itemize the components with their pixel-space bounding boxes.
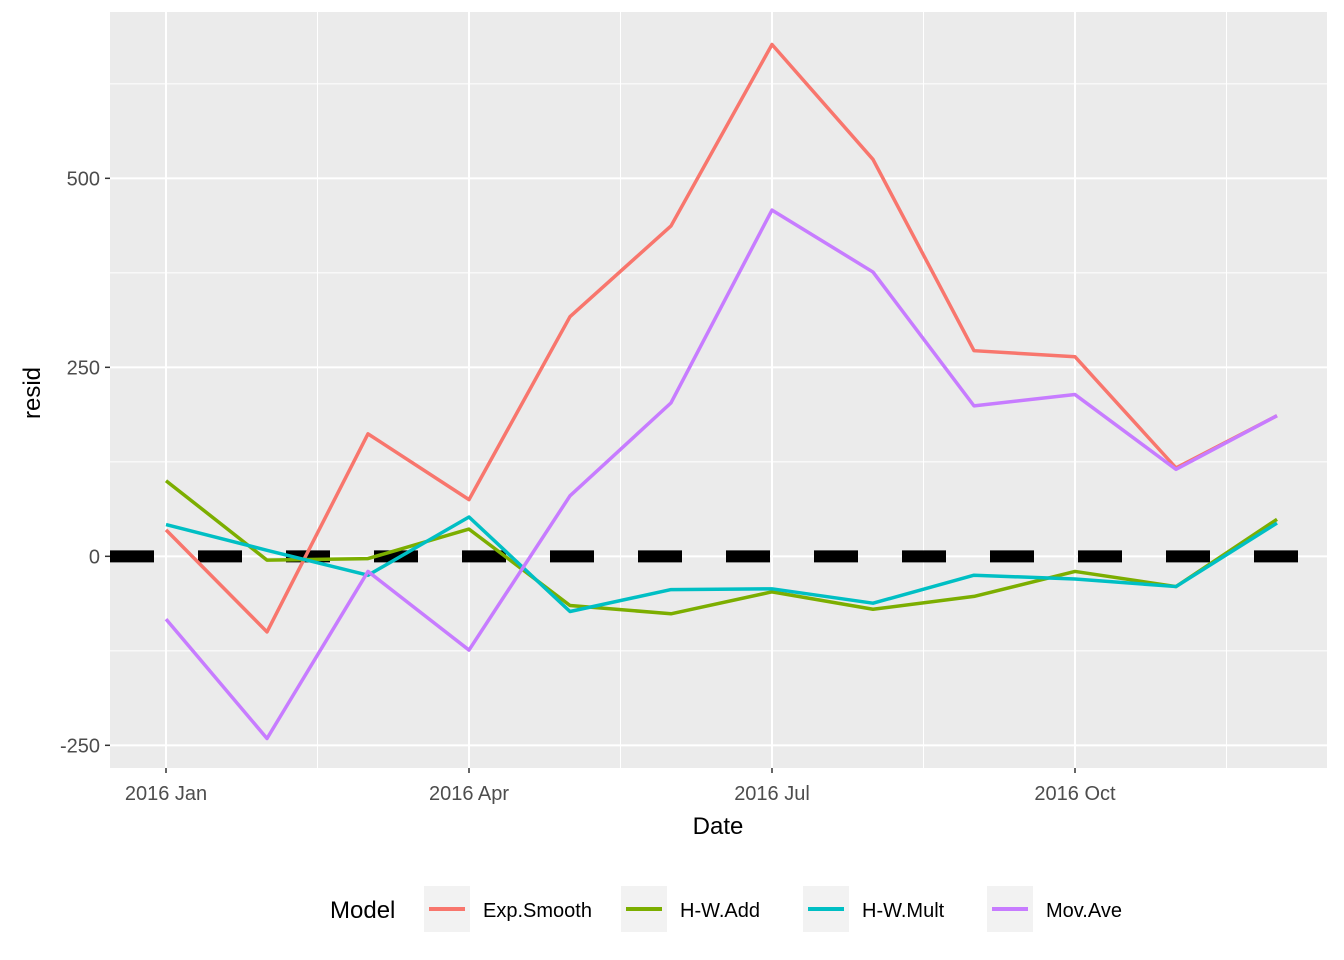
legend-label: H-W.Mult bbox=[862, 900, 945, 922]
series-line-mov-ave bbox=[164, 208, 1278, 741]
series-line-h-w-add bbox=[164, 479, 1278, 616]
x-tick-label: 2016 Jul bbox=[734, 783, 810, 805]
y-tick-label: 250 bbox=[67, 357, 100, 379]
series-line-h-w-mult bbox=[165, 515, 1278, 614]
x-tick-label: 2016 Apr bbox=[429, 783, 509, 805]
series-lines bbox=[164, 42, 1278, 741]
x-axis-title: Date bbox=[693, 813, 744, 840]
y-tick-label: 0 bbox=[89, 546, 100, 568]
x-tick-label: 2016 Oct bbox=[1034, 783, 1116, 805]
y-tick-label: -250 bbox=[60, 735, 100, 757]
legend-label: Exp.Smooth bbox=[483, 900, 592, 922]
x-axis: 2016 Jan 2016 Apr 2016 Jul 2016 Oct bbox=[125, 768, 1116, 805]
series-line-exp-smooth bbox=[164, 42, 1278, 634]
legend-title: Model bbox=[330, 897, 395, 924]
legend: Model Exp.Smooth H-W.Add H-W.Mult Mov.Ave bbox=[330, 886, 1122, 932]
y-axis-title: resid bbox=[19, 367, 46, 419]
minor-gridlines bbox=[110, 12, 1327, 768]
legend-label: H-W.Add bbox=[680, 900, 760, 922]
y-axis: -250 0 250 500 bbox=[60, 168, 110, 757]
major-gridlines bbox=[110, 12, 1327, 768]
legend-label: Mov.Ave bbox=[1046, 900, 1122, 922]
plot-panel bbox=[110, 12, 1327, 768]
x-tick-label: 2016 Jan bbox=[125, 783, 207, 805]
y-tick-label: 500 bbox=[67, 168, 100, 190]
